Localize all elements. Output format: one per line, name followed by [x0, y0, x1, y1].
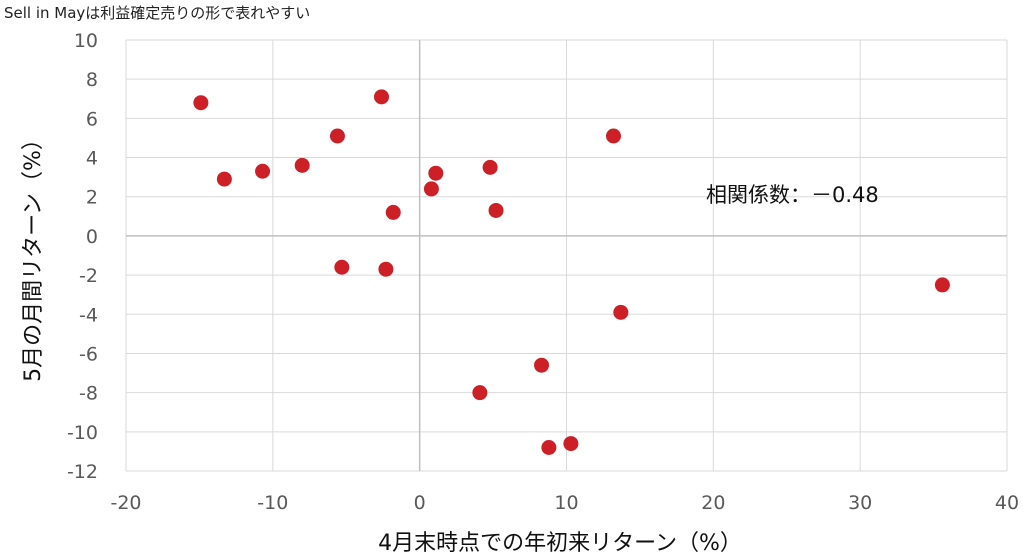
data-point	[934, 277, 950, 293]
data-point	[563, 436, 579, 452]
y-tick-label: 6	[86, 108, 98, 130]
y-tick-label: -6	[79, 343, 98, 365]
data-point	[329, 128, 345, 144]
data-point	[541, 439, 557, 455]
y-tick-label: 2	[86, 187, 98, 209]
y-tick-label: 4	[86, 148, 98, 170]
data-point	[255, 163, 271, 179]
data-point	[378, 261, 394, 277]
y-tick-label: 0	[86, 226, 98, 248]
data-point	[334, 259, 350, 275]
y-tick-label: -2	[79, 265, 98, 287]
y-tick-label: -10	[67, 422, 98, 444]
chart-title: Sell in Mayは利益確定売りの形で表れやすい	[4, 4, 311, 22]
data-point	[613, 304, 629, 320]
axes	[126, 40, 1007, 471]
data-point	[428, 165, 444, 181]
x-tick-label: 10	[554, 492, 578, 514]
data-point	[488, 202, 504, 218]
x-tick-label: 0	[414, 492, 426, 514]
x-tick-label: 30	[848, 492, 872, 514]
data-point	[216, 171, 232, 187]
data-point	[193, 95, 209, 111]
data-point	[385, 204, 401, 220]
y-tick-label: -8	[79, 383, 98, 405]
data-points	[193, 89, 950, 455]
data-point	[423, 181, 439, 197]
y-tick-label: -12	[67, 461, 98, 483]
x-tick-label: -10	[257, 492, 288, 514]
x-axis-title: 4月末時点での年初来リターン（%）	[378, 531, 742, 556]
data-point	[482, 159, 498, 175]
gridlines	[125, 39, 1008, 472]
data-point	[534, 357, 550, 373]
data-point	[373, 89, 389, 105]
x-tick-label: 20	[701, 492, 725, 514]
data-point	[605, 128, 621, 144]
y-axis-title: 5月の月間リターン（%）	[21, 128, 46, 382]
x-tick-label: 40	[995, 492, 1019, 514]
y-tick-label: -4	[79, 304, 98, 326]
correlation-annotation: 相関係数：－0.48	[706, 183, 879, 207]
data-point	[294, 157, 310, 173]
y-tick-label: 10	[74, 30, 98, 52]
data-point	[472, 385, 488, 401]
y-tick-label: 8	[86, 69, 98, 91]
x-tick-label: -20	[110, 492, 141, 514]
